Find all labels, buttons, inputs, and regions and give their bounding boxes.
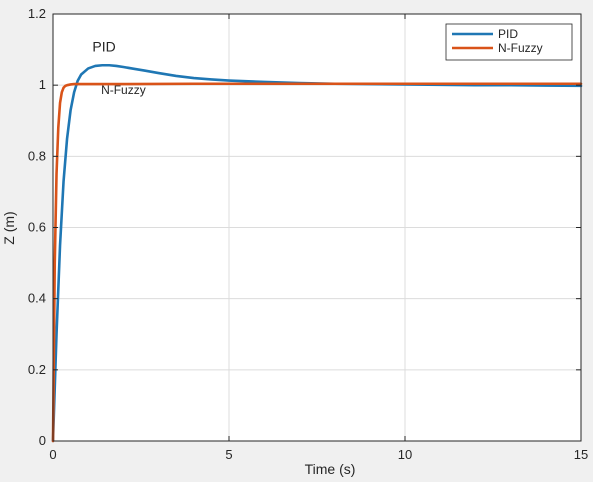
annotation-label: PID (92, 38, 115, 54)
y-axis-label: Z (m) (1, 211, 17, 244)
x-ticks: 0 5 10 15 (49, 14, 588, 462)
y-tick-label: 0.8 (28, 148, 46, 163)
annotations: PID N-Fuzzy (92, 38, 145, 97)
legend-label: N-Fuzzy (498, 41, 543, 55)
x-axis-label: Time (s) (305, 461, 356, 477)
x-tick-label: 0 (49, 447, 56, 462)
y-tick-label: 1.2 (28, 6, 46, 21)
y-tick-label: 0.6 (28, 220, 46, 235)
series-lines (51, 63, 583, 443)
x-tick-label: 5 (225, 447, 232, 462)
y-tick-label: 0.2 (28, 362, 46, 377)
y-tick-label: 0 (39, 433, 46, 448)
y-tick-label: 0.4 (28, 291, 46, 306)
legend-label: PID (498, 27, 518, 41)
y-tick-label: 1 (39, 77, 46, 92)
y-ticks: 0 0.2 0.4 0.6 0.8 1 1.2 (28, 6, 581, 448)
series-line-1 (51, 82, 583, 443)
x-tick-label: 10 (398, 447, 412, 462)
annotation-label: N-Fuzzy (101, 83, 146, 97)
x-tick-label: 15 (574, 447, 588, 462)
legend-box (445, 23, 573, 61)
